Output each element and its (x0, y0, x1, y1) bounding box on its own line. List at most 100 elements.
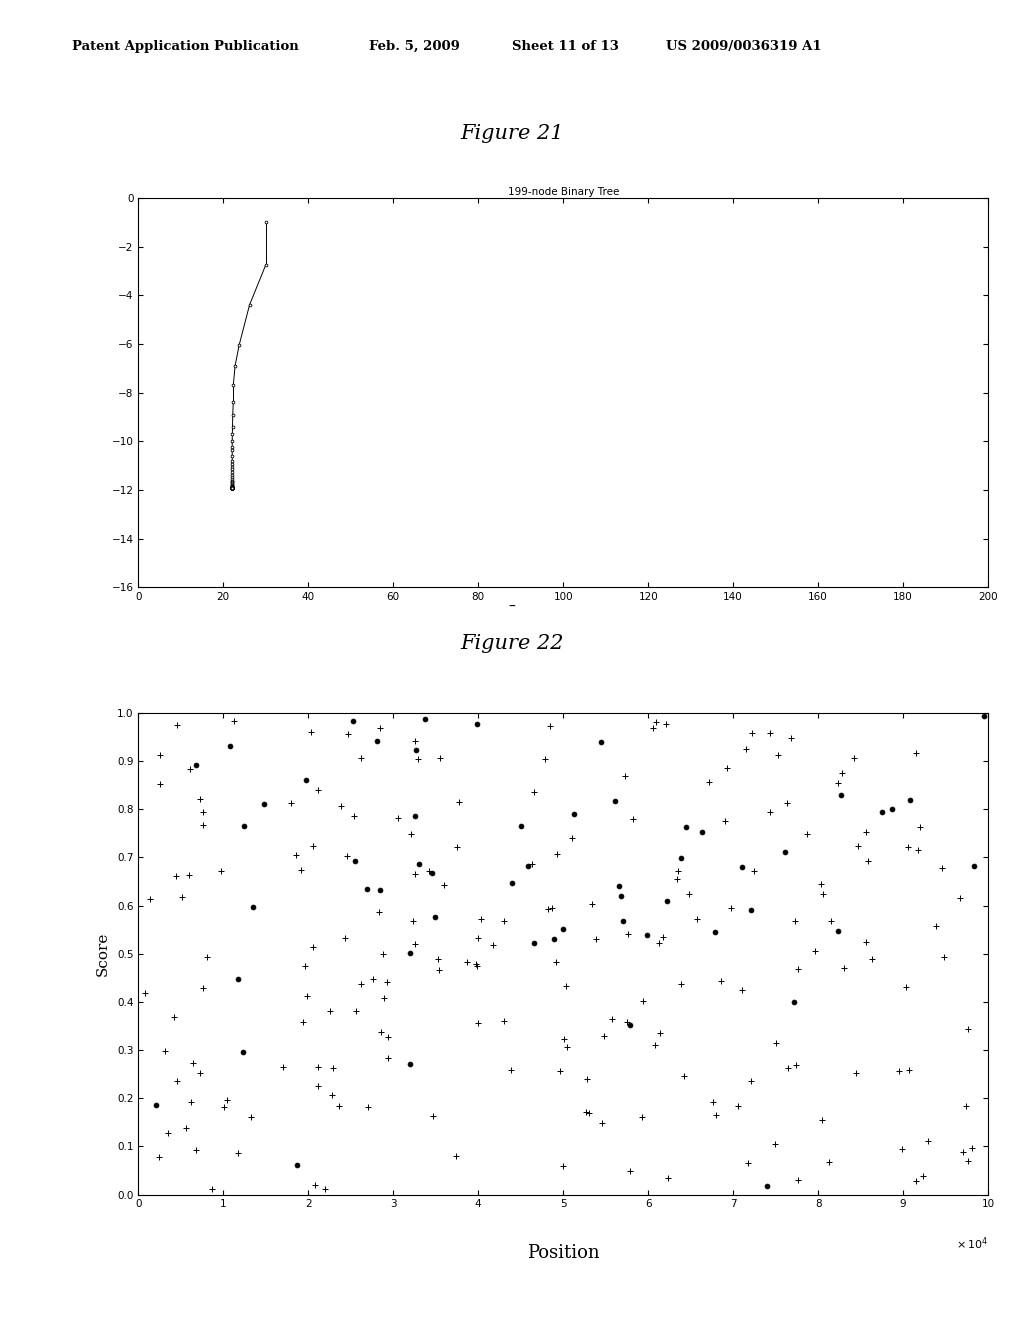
Point (604, 1008, 621, 1030)
Point (169, 1071, 185, 1092)
Point (195, 978, 211, 999)
Point (148, 1094, 165, 1115)
Point (225, 710, 242, 731)
Point (485, 935, 502, 956)
Point (504, 873, 520, 894)
Point (218, 1089, 234, 1110)
Point (417, 709, 433, 730)
Point (191, 788, 208, 809)
Point (245, 896, 261, 917)
Point (742, 1071, 759, 1092)
Point (606, 791, 623, 812)
Point (376, 987, 392, 1008)
Point (371, 902, 387, 923)
Point (588, 928, 604, 949)
Point (864, 948, 881, 969)
Point (380, 1026, 396, 1047)
Point (425, 1105, 441, 1126)
Text: Figure 21: Figure 21 (460, 124, 564, 143)
Point (898, 977, 914, 998)
Point (373, 1022, 389, 1043)
Point (647, 711, 664, 733)
Point (380, 1047, 396, 1068)
Point (199, 946, 215, 968)
Title: 199-node Binary Tree: 199-node Binary Tree (508, 187, 618, 197)
Point (900, 1059, 916, 1080)
Point (151, 1146, 167, 1167)
Point (289, 1155, 305, 1176)
Point (634, 1107, 650, 1129)
Point (622, 1160, 638, 1181)
Point (469, 714, 485, 735)
Point (610, 875, 627, 896)
Text: Sheet 11 of 13: Sheet 11 of 13 (512, 40, 618, 53)
Point (742, 899, 759, 920)
Text: Figure 22: Figure 22 (460, 635, 564, 653)
Point (639, 924, 655, 945)
Point (322, 1001, 338, 1022)
Point (136, 982, 153, 1003)
Point (670, 861, 686, 882)
Point (836, 957, 852, 978)
Point (436, 874, 453, 895)
Point (338, 846, 354, 867)
Point (612, 886, 629, 907)
Point (555, 919, 571, 940)
Point (768, 1032, 784, 1053)
Point (645, 717, 662, 738)
Point (959, 1019, 976, 1040)
Point (737, 738, 754, 759)
Point (799, 824, 815, 845)
Point (934, 857, 950, 878)
Point (142, 888, 159, 909)
Point (858, 931, 874, 952)
Point (353, 747, 370, 768)
Point (555, 1156, 571, 1177)
Point (468, 954, 484, 975)
Point (834, 762, 850, 783)
Point (372, 717, 388, 738)
Point (378, 972, 394, 993)
Point (707, 921, 723, 942)
Point (708, 1105, 724, 1126)
Point (310, 1076, 327, 1097)
Point (544, 898, 560, 919)
Point (459, 952, 475, 973)
Point (563, 828, 580, 849)
Point (256, 793, 272, 814)
Point (181, 865, 198, 886)
Point (160, 1122, 176, 1143)
Point (693, 822, 710, 843)
Point (654, 927, 671, 948)
Point (427, 907, 443, 928)
Point (432, 747, 449, 768)
Point (295, 1011, 311, 1032)
Point (213, 861, 229, 882)
Point (846, 747, 862, 768)
Point (298, 770, 314, 791)
Point (372, 879, 388, 900)
Point (407, 805, 423, 826)
Point (431, 960, 447, 981)
Point (389, 808, 406, 829)
Point (152, 774, 168, 795)
Point (620, 924, 636, 945)
Point (791, 1170, 807, 1191)
Point (901, 789, 918, 810)
Text: Patent Application Publication: Patent Application Publication (72, 40, 298, 53)
Point (820, 1151, 837, 1172)
Point (293, 859, 309, 880)
Point (705, 1092, 721, 1113)
Point (734, 857, 751, 878)
Point (540, 899, 556, 920)
Point (359, 1096, 376, 1117)
Point (596, 1026, 612, 1047)
Point (513, 816, 529, 837)
Point (746, 861, 763, 882)
Point (921, 1131, 937, 1152)
Point (593, 731, 609, 752)
Point (658, 714, 675, 735)
Point (614, 911, 631, 932)
Point (469, 956, 485, 977)
Point (935, 946, 951, 968)
